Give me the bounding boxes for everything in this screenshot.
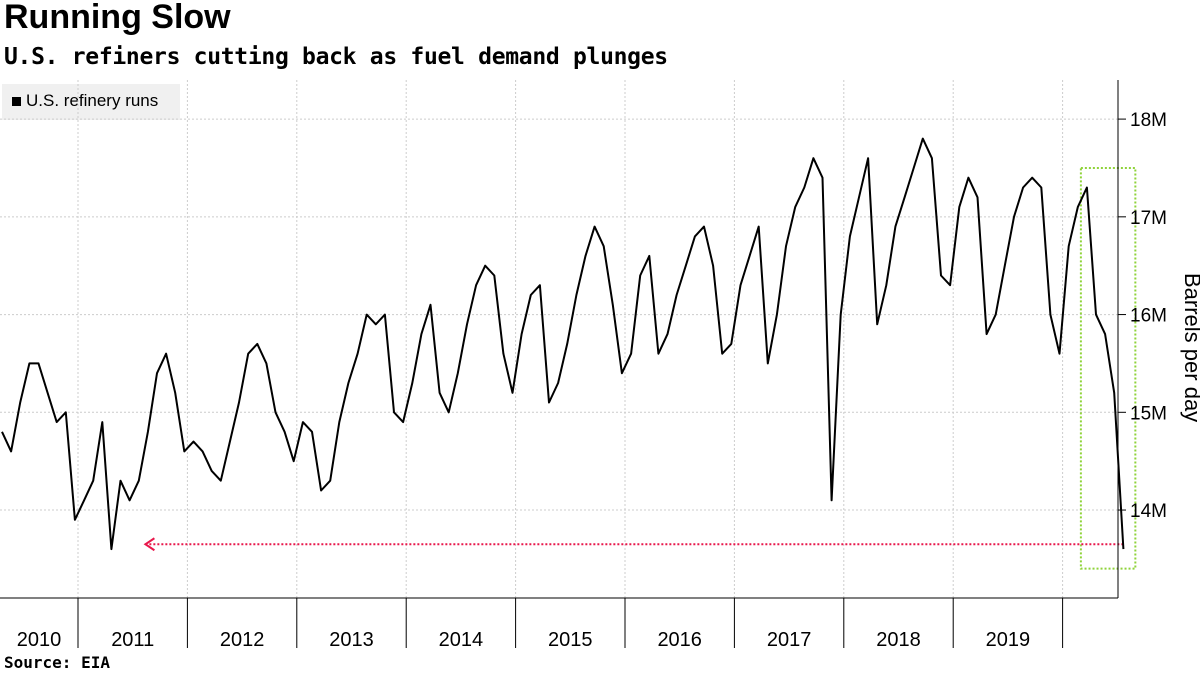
x-tick-label: 2018 xyxy=(876,629,921,651)
series-line-us-refinery-runs xyxy=(1,137,1125,551)
x-tick-label: 2015 xyxy=(548,629,593,651)
y-tick-label: 17M xyxy=(1130,208,1167,229)
horizontal-gridlines xyxy=(0,118,1118,511)
legend-swatch xyxy=(12,97,21,106)
x-tick-label: 2011 xyxy=(111,629,154,651)
y-tick-label: 15M xyxy=(1130,403,1167,424)
y-tick-label: 14M xyxy=(1130,501,1167,522)
y-axis-label: Barrels per day xyxy=(1180,273,1200,423)
x-tick-label: 2012 xyxy=(220,629,265,651)
annotations xyxy=(143,166,1137,570)
x-axis-ticks: 2010 2011 2012 2013 2014 2015 2016 2017 2018 2019 xyxy=(17,598,1064,651)
x-tick-label: 2014 xyxy=(439,629,484,651)
y-tick-label: 18M xyxy=(1130,110,1167,131)
vertical-gridlines xyxy=(77,80,1064,598)
source-note: Source: EIA xyxy=(4,653,110,672)
legend-label: U.S. refinery runs xyxy=(26,91,159,110)
legend xyxy=(2,84,180,120)
arrow-head xyxy=(143,537,155,552)
chart-title: Running Slow xyxy=(4,0,231,36)
x-tick-label: 2019 xyxy=(986,629,1031,651)
x-tick-label: 2013 xyxy=(329,629,374,651)
y-tick-label: 16M xyxy=(1130,306,1167,327)
y-axis-ticks: 14M 15M 16M 17M 18M xyxy=(1118,110,1167,522)
x-tick-label: 2010 xyxy=(17,629,62,651)
x-tick-label: 2016 xyxy=(657,629,702,651)
x-tick-label: 2017 xyxy=(767,629,812,651)
chart-subtitle: U.S. refiners cutting back as fuel deman… xyxy=(4,44,668,70)
